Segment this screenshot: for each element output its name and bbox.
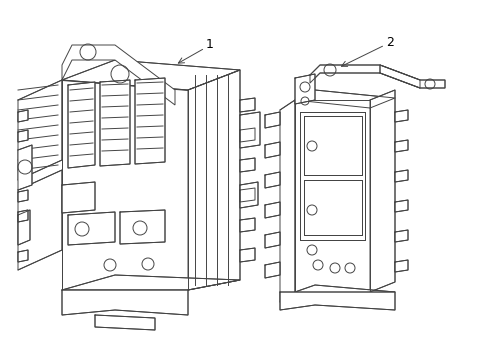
Polygon shape xyxy=(135,78,164,164)
Polygon shape xyxy=(264,112,280,128)
Polygon shape xyxy=(68,212,115,245)
Polygon shape xyxy=(264,172,280,188)
Polygon shape xyxy=(120,210,164,244)
Polygon shape xyxy=(240,112,260,148)
Polygon shape xyxy=(68,82,95,168)
Polygon shape xyxy=(280,100,294,302)
Polygon shape xyxy=(240,182,258,208)
Polygon shape xyxy=(264,202,280,218)
Polygon shape xyxy=(18,250,28,262)
Polygon shape xyxy=(62,290,187,315)
Text: 1: 1 xyxy=(205,39,214,51)
Polygon shape xyxy=(95,315,155,330)
Polygon shape xyxy=(18,130,28,142)
Polygon shape xyxy=(264,262,280,278)
Polygon shape xyxy=(394,110,407,122)
Polygon shape xyxy=(369,90,394,292)
Polygon shape xyxy=(299,112,364,240)
Polygon shape xyxy=(100,80,130,166)
Polygon shape xyxy=(280,292,394,310)
Polygon shape xyxy=(394,170,407,182)
Polygon shape xyxy=(294,90,394,108)
Polygon shape xyxy=(264,232,280,248)
Polygon shape xyxy=(394,260,407,272)
Polygon shape xyxy=(394,140,407,152)
Polygon shape xyxy=(294,285,394,300)
Polygon shape xyxy=(62,45,175,105)
Polygon shape xyxy=(294,74,314,104)
Text: 2: 2 xyxy=(385,36,393,49)
Polygon shape xyxy=(18,210,30,245)
Polygon shape xyxy=(394,230,407,242)
Polygon shape xyxy=(62,275,240,290)
Polygon shape xyxy=(264,142,280,158)
Polygon shape xyxy=(18,190,28,202)
Polygon shape xyxy=(62,182,95,213)
Polygon shape xyxy=(394,200,407,212)
Polygon shape xyxy=(62,80,187,290)
Polygon shape xyxy=(62,60,240,90)
Polygon shape xyxy=(379,65,444,88)
Polygon shape xyxy=(240,128,254,142)
Polygon shape xyxy=(304,180,361,235)
Polygon shape xyxy=(240,98,254,112)
Polygon shape xyxy=(18,80,62,180)
Polygon shape xyxy=(18,110,28,122)
Polygon shape xyxy=(240,188,254,202)
Polygon shape xyxy=(309,65,419,88)
Polygon shape xyxy=(294,100,369,292)
Polygon shape xyxy=(187,70,240,290)
Polygon shape xyxy=(240,218,254,232)
Polygon shape xyxy=(18,170,62,270)
Polygon shape xyxy=(18,210,28,222)
Polygon shape xyxy=(18,145,32,190)
Polygon shape xyxy=(304,116,361,175)
Polygon shape xyxy=(240,158,254,172)
Polygon shape xyxy=(240,248,254,262)
